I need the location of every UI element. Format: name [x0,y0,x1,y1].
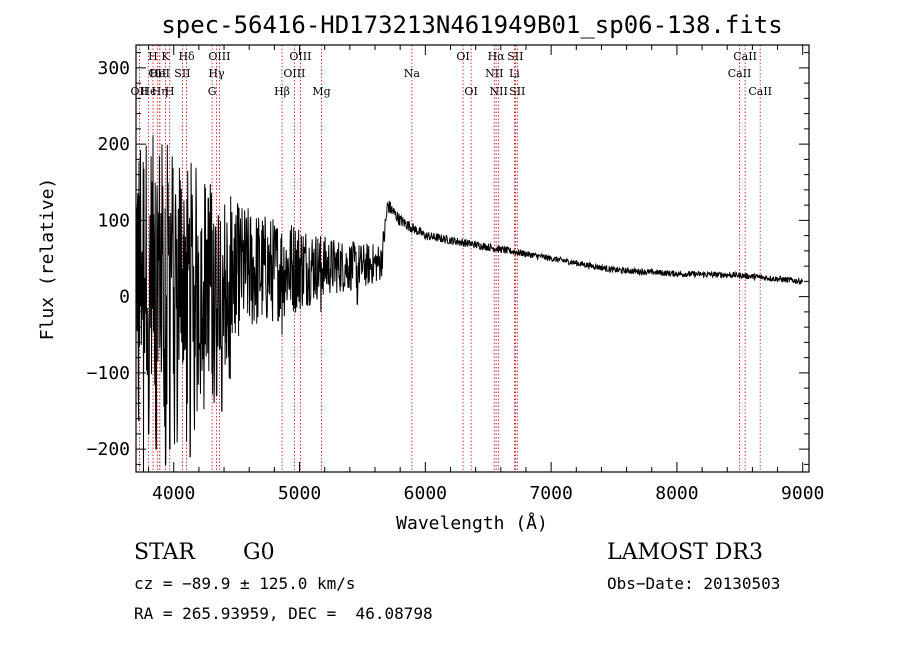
x-tick-label: 9000 [781,483,824,504]
y-tick-label: −100 [87,363,130,384]
spectral-line-label: Mg [312,85,330,98]
y-tick-label: 100 [97,210,130,231]
spectral-line-label: H [165,85,175,98]
spectral-line-label: CaII [733,50,757,63]
spectral-line-label: OIII [289,50,311,63]
x-tick-label: 6000 [404,483,447,504]
spectral-line-label: OII [148,67,166,80]
y-tick-label: 300 [97,58,130,79]
spectrum-chart: spec-56416-HD173213N461949B01_sp06-138.f… [37,11,824,534]
redshift-cz: cz = −89.9 ± 125.0 km/s [134,574,356,593]
spectral-line-label: OI [456,50,469,63]
spectral-line-label: NII [485,67,503,80]
obs-date: Obs−Date: 20130503 [607,574,781,593]
spectral-line-label: Hϵ [140,85,156,98]
y-tick-label: 200 [97,134,130,155]
survey-name: LAMOST DR3 [607,540,763,565]
plot-frame [135,44,810,473]
spectral-line-label: Li [509,67,520,80]
spectral-line-label: NII [490,85,508,98]
spectral-line-label: Hδ [178,50,195,63]
spectral-line-label: CaII [748,85,772,98]
spectrum-line [135,135,803,473]
spectral-line-label: G [208,85,217,98]
x-tick-label: 7000 [529,483,572,504]
spectral-line-label: Na [404,67,421,80]
chart-title: spec-56416-HD173213N461949B01_sp06-138.f… [161,11,782,39]
x-tick-label: 5000 [278,483,321,504]
x-tick-label: 8000 [655,483,698,504]
x-axis-ticks: 4000 5000 6000 7000 8000 9000 [148,45,824,504]
spectral-line-label: Hα [488,50,506,63]
subclass: G0 [243,540,275,565]
y-axis-ticks: −200 −100 0 100 200 300 [87,52,809,465]
y-tick-label: −200 [87,439,130,460]
spectral-line-label: SII [507,50,523,63]
spectral-line-label: SII [509,85,525,98]
object-class: STAR [134,540,195,565]
spectral-line-label: Hη [152,85,168,98]
y-axis-label: Flux (relative) [37,178,58,341]
spectral-line-label: OIII [283,67,305,80]
spectral-line-label: CaII [728,67,752,80]
spectral-line-label: OI [464,85,477,98]
x-tick-label: 4000 [152,483,195,504]
spectral-line-label: K [161,50,170,63]
coordinates: RA = 265.93959, DEC = 46.08798 [134,604,433,623]
y-tick-label: 0 [119,287,130,308]
spectral-line-label: OIII [208,50,230,63]
spectral-line-label: SII [174,67,190,80]
spectral-line-label: Hβ [274,85,290,98]
spectral-line-label: Hγ [208,67,225,80]
x-axis-label: Wavelength (Å) [396,512,548,534]
spectral-line-label: H [148,50,158,63]
spectral-line-label: HeI [150,67,170,80]
spectral-line-label: OII [131,85,149,98]
